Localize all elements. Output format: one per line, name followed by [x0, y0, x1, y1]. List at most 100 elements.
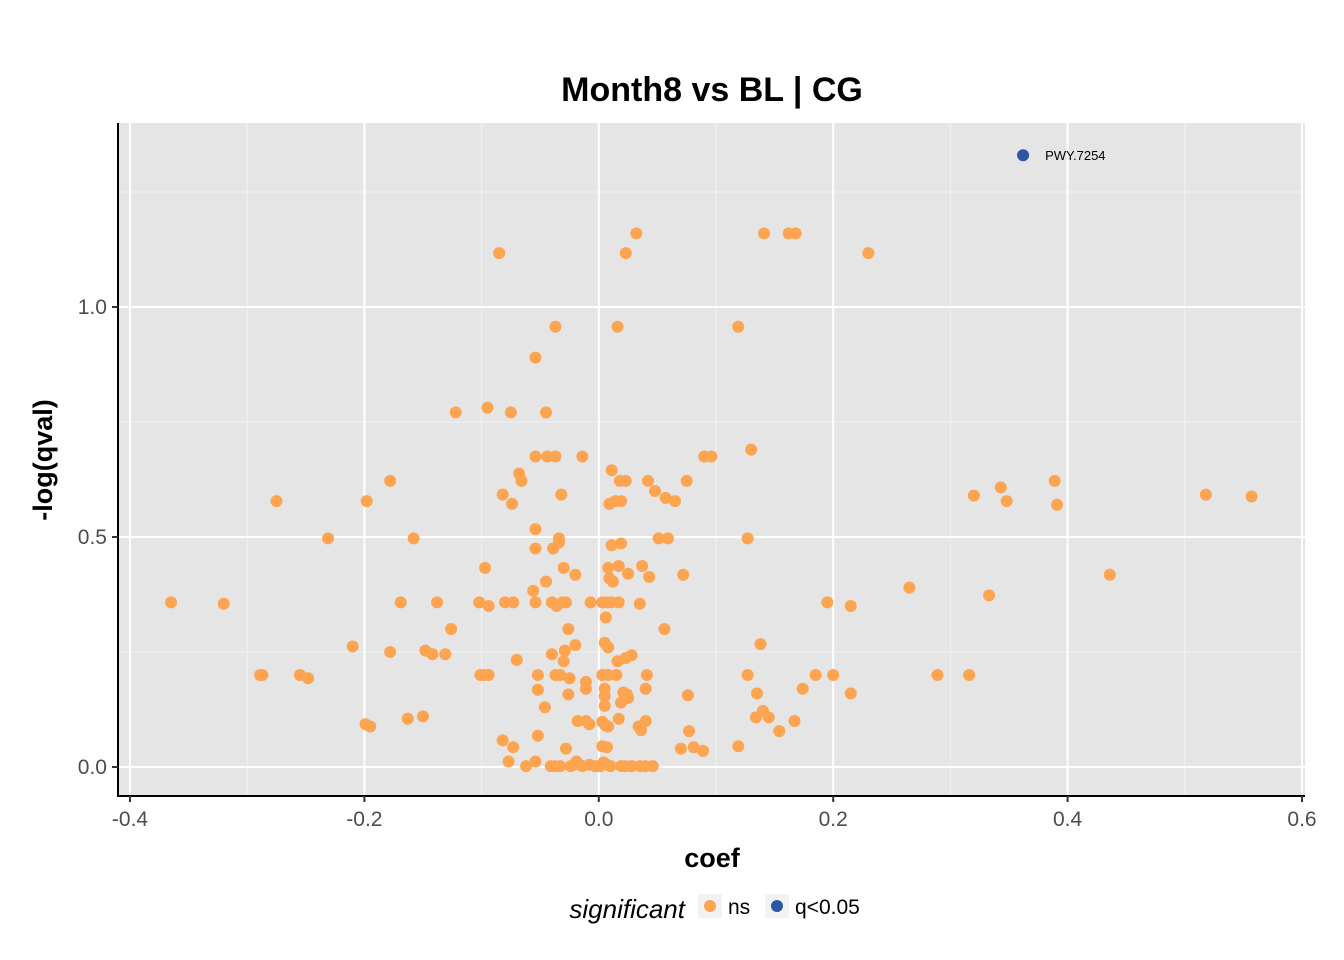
- y-tick-label: 0.0: [78, 756, 107, 779]
- point-ns: [529, 523, 542, 536]
- point-ns: [563, 672, 576, 685]
- point-ns: [558, 644, 571, 657]
- point-ns: [507, 741, 520, 754]
- point-ns: [625, 760, 638, 773]
- point-ns: [520, 760, 533, 773]
- point-ns: [562, 688, 575, 701]
- point-ns: [599, 611, 612, 624]
- point-ns: [431, 596, 444, 609]
- point-ns: [697, 744, 710, 757]
- point-ns: [773, 725, 786, 738]
- point-ns: [502, 755, 515, 768]
- data-points: [165, 149, 1258, 773]
- point-ns: [217, 597, 230, 610]
- point-ns: [554, 760, 567, 773]
- point-ns: [611, 320, 624, 333]
- point-ns: [630, 227, 643, 240]
- point-ns: [622, 567, 635, 580]
- point-ns: [426, 648, 439, 661]
- legend-label: ns: [728, 896, 750, 919]
- point-ns: [658, 623, 671, 635]
- point-ns: [642, 474, 655, 487]
- y-tick-label: 1.0: [78, 296, 107, 319]
- point-ns: [479, 561, 492, 574]
- point-ns: [531, 669, 544, 681]
- point-ns: [482, 669, 495, 681]
- point-ns: [557, 561, 570, 574]
- point-ns: [668, 495, 681, 508]
- annotations: PWY.7254: [1045, 148, 1105, 163]
- point-ns: [602, 720, 615, 733]
- point-ns: [789, 227, 802, 240]
- point-ns: [677, 568, 690, 581]
- point-ns: [559, 742, 572, 755]
- point-ns: [401, 712, 414, 725]
- point-ns: [504, 406, 517, 419]
- point-ns: [538, 701, 551, 714]
- point-ns: [602, 669, 615, 681]
- point-ns: [994, 481, 1007, 494]
- point-ns: [646, 760, 659, 773]
- point-ns: [625, 649, 638, 662]
- point-ns: [507, 596, 520, 609]
- chart-title: Month8 vs BL | CG: [561, 71, 863, 109]
- point-ns: [555, 488, 568, 501]
- point-ns: [652, 532, 665, 545]
- point-ns: [1103, 568, 1116, 581]
- x-tick-label: 0.4: [1053, 808, 1083, 831]
- y-tick-label: 0.5: [78, 526, 107, 549]
- point-ns: [506, 497, 519, 510]
- legend-key-significant: [771, 900, 783, 912]
- point-ns: [634, 724, 647, 737]
- point-ns: [931, 669, 944, 681]
- point-ns: [745, 443, 758, 456]
- point-ns: [606, 575, 619, 588]
- point-ns: [559, 596, 572, 609]
- legend-label: q<0.05: [795, 896, 860, 919]
- point-ns: [687, 741, 700, 754]
- x-axis-title: coef: [684, 843, 741, 873]
- point-ns: [527, 584, 540, 597]
- point-ns: [439, 648, 452, 661]
- point-ns: [754, 638, 767, 651]
- point-ns: [496, 488, 509, 501]
- point-ns: [640, 669, 653, 681]
- point-ns: [615, 495, 628, 508]
- y-axis-ticks: 0.0 0.5 1.0: [78, 296, 118, 779]
- point-ns: [445, 623, 458, 635]
- point-ns: [552, 536, 565, 549]
- point-ns: [1051, 498, 1064, 511]
- point-ns: [579, 682, 592, 695]
- point-ns: [809, 669, 822, 681]
- point-ns: [732, 320, 745, 333]
- x-tick-label: -0.2: [346, 808, 382, 831]
- point-ns: [605, 464, 618, 477]
- point-ns: [796, 682, 809, 695]
- point-ns: [844, 687, 857, 700]
- point-ns: [493, 247, 506, 260]
- point-ns: [529, 755, 542, 768]
- x-axis-ticks: -0.4 -0.2 0.0 0.2 0.4 0.6: [112, 796, 1317, 831]
- point-ns: [602, 561, 615, 574]
- point-ns: [394, 596, 407, 609]
- point-ns: [827, 669, 840, 681]
- point-ns: [576, 450, 589, 463]
- point-ns: [903, 581, 916, 594]
- point-ns: [622, 692, 635, 704]
- point-ns: [612, 596, 625, 609]
- point-ns: [963, 669, 976, 681]
- x-tick-label: 0.2: [819, 808, 848, 831]
- legend: significant ns q<0.05: [569, 894, 860, 924]
- point-ns: [541, 450, 554, 463]
- point-ns: [683, 725, 696, 738]
- grid-lines: [118, 123, 1305, 796]
- point-ns: [384, 646, 397, 658]
- point-ns: [680, 474, 693, 487]
- point-ns: [741, 669, 754, 681]
- point-ns: [732, 740, 745, 753]
- point-ns: [681, 689, 694, 702]
- point-ns: [473, 596, 486, 609]
- point-ns: [549, 450, 562, 463]
- point-ns: [562, 623, 575, 635]
